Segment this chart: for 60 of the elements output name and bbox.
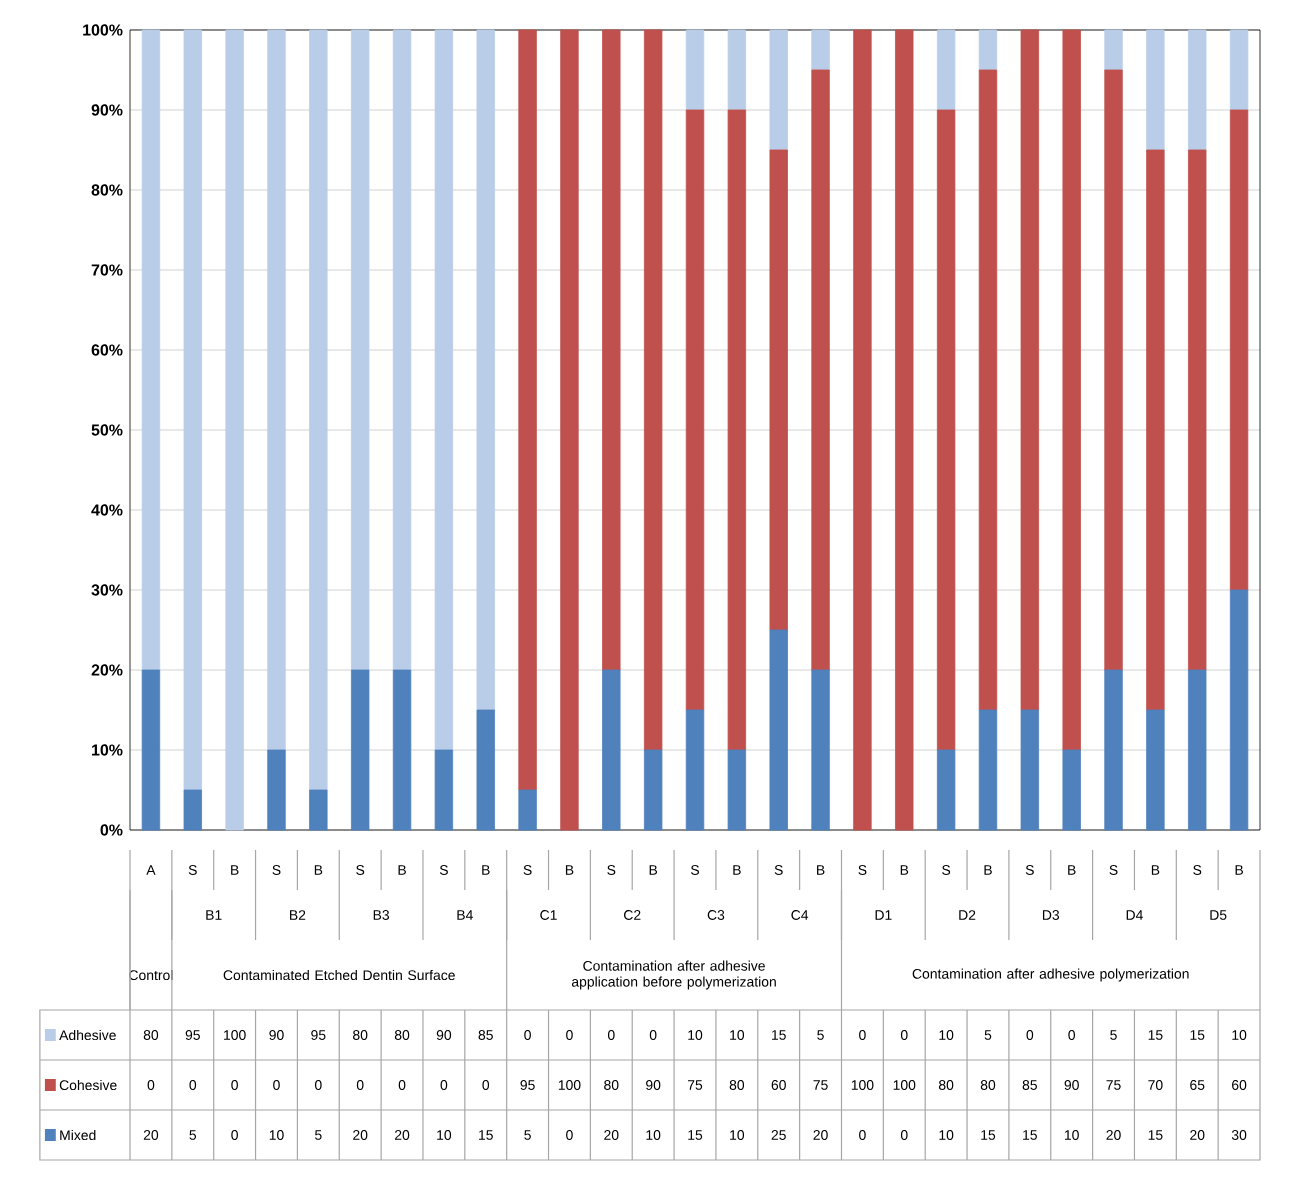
bar [1229, 109, 1249, 591]
bar [811, 669, 830, 831]
bar [518, 29, 537, 791]
bar [936, 109, 956, 751]
bar [1020, 29, 1040, 711]
bar [1062, 29, 1081, 751]
bar [643, 29, 663, 751]
bar [1188, 29, 1207, 151]
bar [936, 749, 956, 831]
bar [602, 669, 621, 831]
bar [978, 709, 998, 831]
bar [1188, 669, 1207, 831]
bar [141, 29, 161, 671]
bar [267, 749, 286, 831]
bar [727, 109, 747, 751]
bar [183, 789, 202, 831]
bar [141, 669, 161, 831]
bar [267, 29, 286, 751]
bar [727, 749, 747, 831]
bar [895, 29, 914, 831]
bar [1146, 149, 1165, 711]
bar [309, 29, 328, 791]
bar [1146, 29, 1165, 151]
bar [225, 29, 244, 831]
bar [309, 789, 328, 831]
bar [685, 29, 705, 111]
bar [1062, 749, 1081, 831]
bar [351, 669, 370, 831]
bar [434, 29, 454, 751]
bar [811, 29, 830, 71]
bar [978, 29, 998, 71]
bar [727, 29, 747, 111]
bar [643, 749, 663, 831]
bar [769, 149, 788, 631]
bar [1188, 149, 1207, 671]
bar [392, 29, 412, 671]
bar [769, 29, 788, 151]
bar [476, 709, 495, 831]
bar [602, 29, 621, 671]
bar [392, 669, 412, 831]
bar [811, 69, 830, 671]
bar [476, 29, 495, 711]
bar [978, 69, 998, 711]
bar [1020, 709, 1040, 831]
bar [518, 789, 537, 831]
bar [1229, 589, 1249, 831]
bar [1104, 69, 1123, 671]
bar [1104, 669, 1123, 831]
bar [1229, 29, 1249, 111]
bar [936, 29, 956, 111]
bar [183, 29, 202, 791]
bar [1146, 709, 1165, 831]
bar [560, 29, 579, 831]
bar [853, 29, 872, 831]
bar [685, 709, 705, 831]
bar [685, 109, 705, 711]
bar [351, 29, 370, 671]
bar [434, 749, 454, 831]
bar [1104, 29, 1123, 71]
bar [769, 629, 788, 831]
